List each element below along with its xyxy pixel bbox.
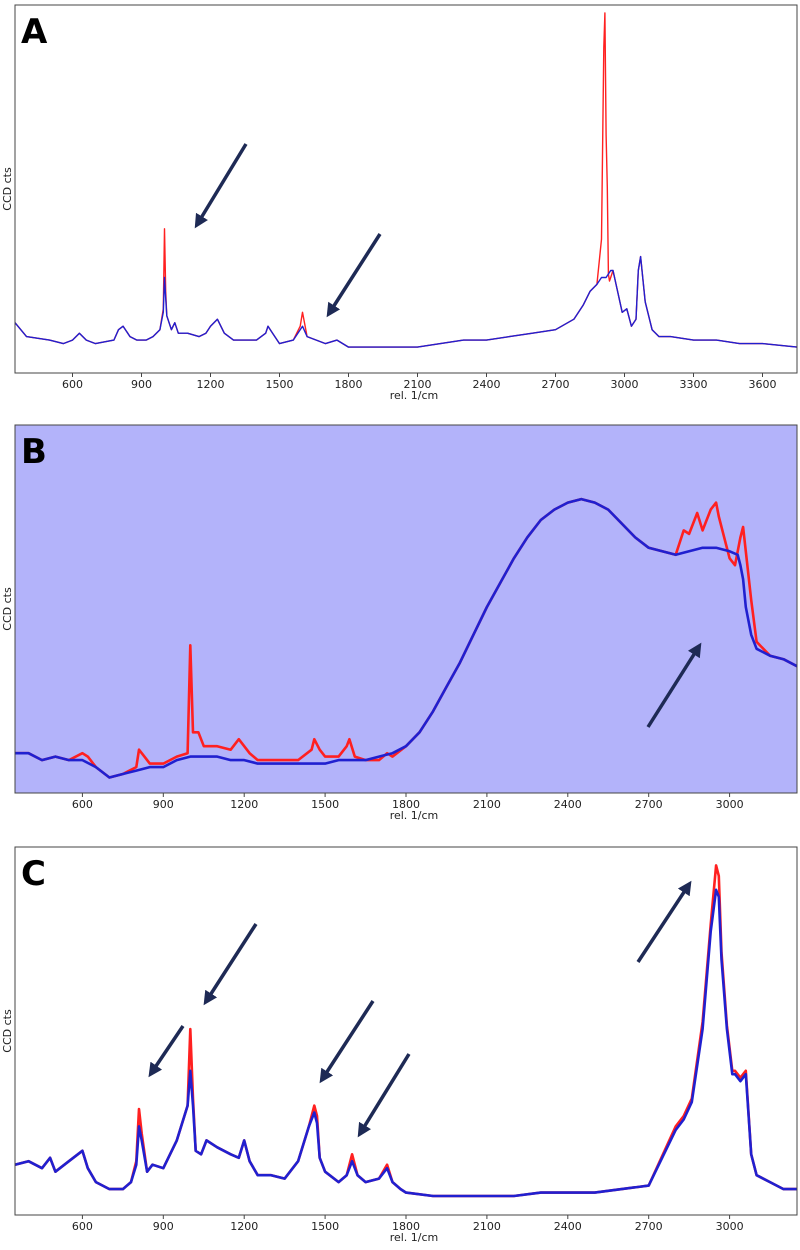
x-tick-label: 2100 bbox=[473, 1220, 501, 1233]
annotation-arrow bbox=[326, 233, 382, 318]
x-tick-label: 900 bbox=[153, 1220, 174, 1233]
x-tick-label: 3000 bbox=[716, 798, 744, 811]
x-tick-label: 3300 bbox=[680, 378, 708, 391]
x-tick-label: 3000 bbox=[611, 378, 639, 391]
x-tick-label: 1500 bbox=[311, 798, 339, 811]
x-tick-label: 2700 bbox=[635, 1220, 663, 1233]
x-tick-label: 600 bbox=[72, 798, 93, 811]
series-line-blue bbox=[15, 497, 797, 779]
x-tick-label: 1500 bbox=[266, 378, 294, 391]
annotation-arrow bbox=[194, 143, 248, 229]
x-tick-label: 2100 bbox=[473, 798, 501, 811]
x-tick-label: 600 bbox=[62, 378, 83, 391]
x-axis-label: rel. 1/cm bbox=[390, 389, 439, 402]
panel-a: 600 900 1200 1500 1800 2100 2400 2700 3000 3300 36… bbox=[1, 4, 798, 402]
y-axis-label: CCD cts bbox=[1, 1009, 14, 1053]
annotation-arrow bbox=[646, 642, 702, 728]
annotation-arrow bbox=[357, 1053, 411, 1138]
x-tick-label: 2100 bbox=[404, 378, 432, 391]
x-tick-label: 900 bbox=[131, 378, 152, 391]
annotation-arrow bbox=[636, 880, 692, 963]
x-tick-label: 1800 bbox=[392, 798, 420, 811]
series-line-red bbox=[15, 497, 797, 779]
x-tick-label: 3600 bbox=[749, 378, 777, 391]
panel-c: 600 900 1200 1500 1800 2100 2400 2700 3000 rel. 1… bbox=[1, 846, 798, 1244]
x-tick-label: 2400 bbox=[554, 798, 582, 811]
plot-background bbox=[15, 425, 797, 793]
x-tick-label: 1200 bbox=[230, 1220, 258, 1233]
plot-background bbox=[15, 5, 797, 373]
annotation-arrow bbox=[319, 1000, 375, 1084]
x-axis-label: rel. 1/cm bbox=[390, 809, 439, 822]
panel-letter: B bbox=[21, 432, 47, 472]
x-tick-label: 2700 bbox=[635, 798, 663, 811]
x-tick-label: 1200 bbox=[230, 798, 258, 811]
annotation-arrow bbox=[148, 1025, 185, 1078]
x-tick-label: 600 bbox=[72, 1220, 93, 1233]
series-line-blue bbox=[15, 255, 797, 348]
panel-b: 600 900 1200 1500 1800 2100 2400 2700 3000 rel. 1… bbox=[1, 424, 798, 822]
x-tick-label: 1800 bbox=[392, 1220, 420, 1233]
plot-background bbox=[15, 847, 797, 1215]
x-tick-label: 1200 bbox=[197, 378, 225, 391]
plot-frame bbox=[14, 4, 798, 374]
panel-letter: A bbox=[21, 12, 48, 52]
x-tick-label: 1800 bbox=[335, 378, 363, 391]
y-axis-label: CCD cts bbox=[1, 587, 14, 631]
x-tick-label: 2400 bbox=[473, 378, 501, 391]
series-line-blue bbox=[15, 888, 797, 1198]
x-tick-label: 2400 bbox=[554, 1220, 582, 1233]
panel-letter: C bbox=[21, 854, 46, 894]
x-axis-label: rel. 1/cm bbox=[390, 1231, 439, 1244]
x-tick-label: 2700 bbox=[542, 378, 570, 391]
x-tick-label: 3000 bbox=[716, 1220, 744, 1233]
x-tick-label: 1500 bbox=[311, 1220, 339, 1233]
annotation-arrow bbox=[203, 923, 258, 1006]
x-tick-label: 900 bbox=[153, 798, 174, 811]
y-axis-label: CCD cts bbox=[1, 167, 14, 211]
